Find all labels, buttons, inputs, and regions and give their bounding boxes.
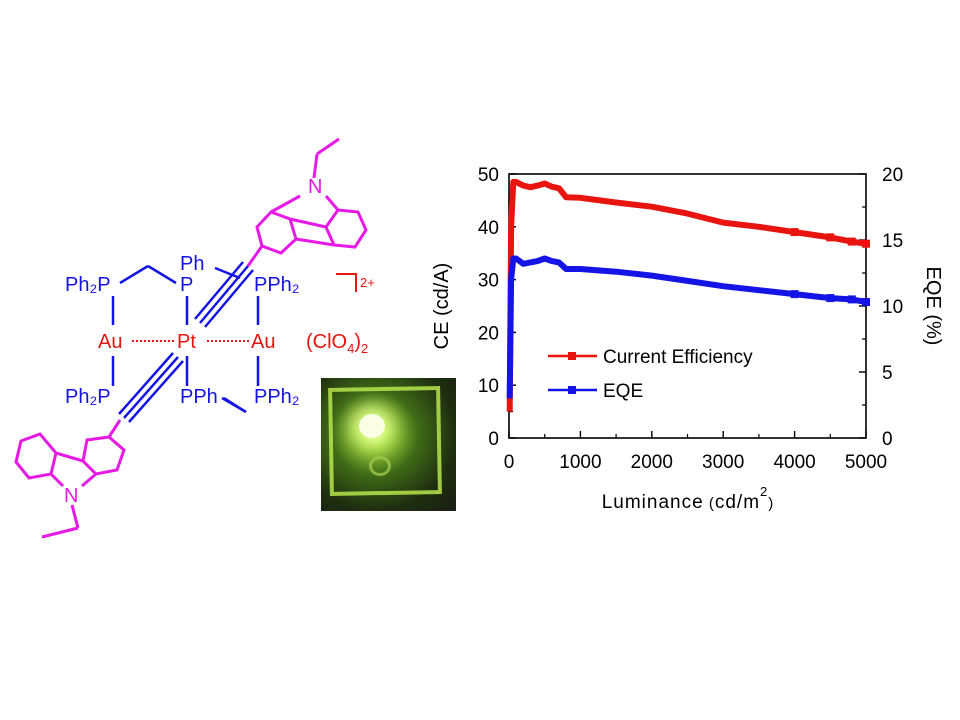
- y-left-axis-title: CE (cd/A): [431, 263, 453, 350]
- efficiency-chart: 0 1000 2000 3000 4000 50000102030405005101520…: [431, 165, 944, 513]
- n-atom-bottom: N: [64, 485, 78, 507]
- x-tick-label: 5000: [845, 452, 887, 473]
- y-right-tick-label: 15: [882, 231, 903, 252]
- pt-center: Pt: [177, 331, 196, 353]
- au-left: Au: [98, 331, 122, 353]
- series-line-current-efficiency: [506, 178, 867, 412]
- y-right-tick-label: 20: [882, 165, 903, 186]
- phosphine-bonds: [111, 261, 260, 423]
- y-left-tick-label: 30: [478, 271, 499, 292]
- y-right-tick-label: 5: [882, 363, 893, 384]
- pph2-top-right: PPh₂: [254, 274, 300, 296]
- series-line-eqe: [506, 255, 867, 399]
- y-left-tick-label: 40: [478, 218, 499, 239]
- x-tick-label: 0: [504, 452, 515, 473]
- ph2p-bottom-left: Ph₂P: [65, 386, 111, 408]
- y-left-tick-label: 10: [478, 376, 499, 397]
- carbazole-top: [246, 137, 368, 267]
- series-point-current-efficiency: [847, 237, 856, 246]
- x-tick-label: 2000: [631, 452, 673, 473]
- n-atom-top: N: [308, 176, 322, 198]
- molecular-structure: N N: [14, 137, 375, 539]
- y-right-tick-label: 10: [882, 297, 903, 318]
- p-center-top: P: [180, 274, 193, 296]
- x-tick-label: 3000: [702, 452, 744, 473]
- device-photo-frame: [328, 386, 442, 496]
- pph2-bottom-right: PPh₂: [254, 386, 300, 408]
- series-point-current-efficiency: [790, 228, 799, 237]
- y-left-tick-label: 0: [488, 429, 499, 450]
- ph2p-top-left: Ph₂P: [65, 274, 111, 296]
- carbazole-bottom: [14, 419, 126, 539]
- legend-label-ce: Current Efficiency: [603, 347, 753, 368]
- x-tick-label: 4000: [773, 452, 815, 473]
- series-layer: [506, 178, 870, 412]
- series-point-eqe: [847, 295, 856, 304]
- y-left-tick-label: 20: [478, 323, 499, 344]
- legend-marker-ce: [568, 352, 576, 360]
- charge-bracket: [336, 273, 357, 292]
- legend-label-eqe: EQE: [603, 381, 643, 402]
- y-right-axis-title: EQE (%): [922, 267, 944, 346]
- device-photo: [321, 378, 456, 511]
- legend: Current Efficiency EQE: [548, 347, 753, 402]
- y-right-tick-label: 0: [882, 429, 893, 450]
- pph-bottom-center: PPh: [180, 386, 218, 408]
- x-axis-title: Luminance (cd/m2): [602, 484, 775, 513]
- ph-label: Ph: [180, 253, 204, 275]
- series-point-current-efficiency: [862, 239, 870, 248]
- legend-marker-eqe: [568, 386, 576, 394]
- series-point-eqe: [862, 298, 870, 307]
- charge-label: 2+: [360, 275, 375, 290]
- series-point-current-efficiency: [826, 233, 835, 242]
- y-left-tick-label: 50: [478, 165, 499, 186]
- series-point-eqe: [826, 294, 835, 303]
- au-right: Au: [251, 331, 275, 353]
- series-point-eqe: [790, 290, 799, 299]
- counterion: (ClO4)2: [306, 331, 368, 356]
- x-tick-label: 1000: [559, 452, 601, 473]
- device-emission-spot: [359, 414, 385, 438]
- device-photo-ring: [369, 456, 391, 476]
